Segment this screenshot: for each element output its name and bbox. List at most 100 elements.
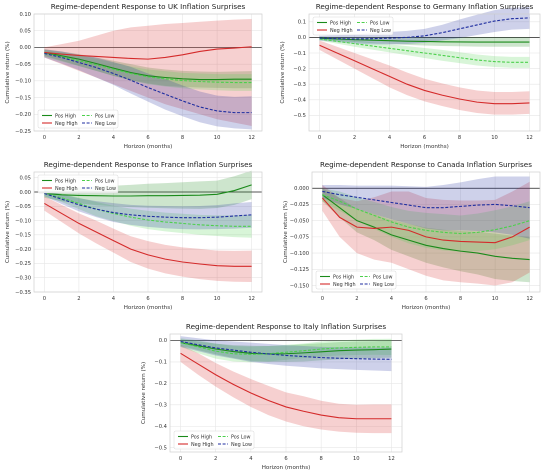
chart-2-legend-label-neg-low: Neg Low (95, 186, 116, 192)
chart-2-ytick-label: −0.35 (15, 290, 31, 296)
chart-2-frame (33, 171, 263, 293)
chart-4-xtick-label: 6 (284, 456, 287, 462)
chart-3-xtick-label: 2 (355, 296, 358, 302)
chart-0-ytick-label: −0.20 (15, 112, 31, 118)
chart-2-xtick-label: 0 (43, 296, 46, 302)
chart-4-frame (169, 333, 403, 453)
chart-2-band-neg-high (44, 196, 252, 282)
chart-3-band-neg-high (322, 181, 530, 286)
chart-1-xtick-label: 10 (491, 135, 498, 141)
chart-1-ytick-label: 0.0 (298, 35, 306, 41)
chart-4-ytick-label: 0.0 (159, 338, 167, 344)
chart-0-band-neg-low (44, 49, 252, 130)
chart-1-legend-label-neg-low: Neg Low (370, 28, 391, 34)
chart-2-xtick-label: 4 (112, 296, 116, 302)
chart-1-xlabel: Horizon (months) (400, 144, 449, 150)
chart-4-xtick-label: 2 (214, 456, 217, 462)
chart-1-frame (308, 13, 541, 132)
chart-3-ytick-label: −0.150 (290, 283, 309, 289)
chart-3-xlabel: Horizon (months) (402, 305, 451, 311)
chart-3-ytick-label: −0.075 (290, 235, 309, 241)
chart-2-ytick-label: −0.15 (15, 233, 31, 239)
chart-3-ytick-label: −0.100 (290, 251, 309, 257)
chart-0-frame (33, 13, 263, 132)
chart-4-xlabel: Horizon (months) (262, 465, 311, 471)
chart-1-xtick-label: 0 (318, 135, 321, 141)
chart-2-xtick-label: 6 (146, 296, 149, 302)
chart-2-legend-label-pos-high: Pos High (55, 178, 76, 184)
chart-3-ylabel: Cumulative return (%) (283, 201, 289, 263)
chart-0-title: Regime-dependent Response to UK Inflatio… (51, 2, 246, 11)
chart-2-title: Regime-dependent Response to France Infl… (44, 160, 253, 169)
chart-1-ytick-label: −0.1 (293, 51, 306, 57)
chart-2-band-pos-low (44, 190, 252, 238)
chart-4-ylabel: Cumulative return (%) (141, 362, 147, 424)
chart-2-band-neg-low (44, 190, 252, 230)
chart-4-ytick-label: −0.1 (154, 360, 167, 366)
chart-2-xtick-label: 12 (248, 296, 255, 302)
chart-4-ytick-label: −0.5 (154, 446, 167, 452)
chart-3-ytick-label: 0.000 (294, 186, 309, 192)
chart-1-legend-label-pos-low: Pos Low (370, 20, 390, 26)
chart-2-ytick-label: 0.00 (19, 190, 31, 196)
chart-2-xlabel: Horizon (months) (124, 305, 173, 311)
chart-3-legend (315, 270, 397, 290)
chart-4-xtick-label: 12 (388, 456, 395, 462)
chart-3-xtick-label: 10 (492, 296, 499, 302)
chart-2-legend-label-pos-low: Pos Low (95, 178, 115, 184)
chart-2-xtick-label: 8 (181, 296, 184, 302)
chart-0-legend (37, 109, 119, 129)
chart-0-xtick-label: 6 (146, 135, 149, 141)
chart-3-ytick-label: −0.125 (290, 267, 309, 273)
chart-4-legend-label-neg-high: Neg High (191, 442, 214, 448)
chart-4-legend (173, 430, 255, 450)
chart-italy: 0 2 4 6 8 10 12 0.0 −0.1 −0.2 −0.3 −0.4 −0.5 Regime-d… (141, 322, 403, 471)
chart-4-legend-label-neg-low: Neg Low (231, 442, 252, 448)
chart-4-band-pos-high (180, 339, 392, 362)
chart-4-ytick-label: −0.4 (154, 424, 167, 430)
chart-3-ytick-label: −0.025 (290, 202, 309, 208)
chart-0-ytick-label: −0.25 (15, 129, 31, 135)
chart-0-xtick-label: 2 (77, 135, 80, 141)
chart-3-xtick-label: 6 (424, 296, 427, 302)
chart-0-legend-label-pos-low: Pos Low (95, 113, 115, 119)
chart-3-xtick-label: 12 (526, 296, 533, 302)
chart-0-xtick-label: 8 (181, 135, 184, 141)
chart-germany: 0 2 4 6 8 10 12 0.1 0.0 −0.1 −0.2 −0.3 −0.4 −0.5 Regim… (280, 2, 541, 150)
chart-2-ytick-label: −0.25 (15, 261, 31, 267)
chart-0-ytick-label: 0.10 (19, 12, 31, 18)
chart-uk: 0 2 4 6 8 10 12 0.10 0.05 0.00 −0.05 −0.10 −0.15 −0.2… (5, 2, 263, 150)
chart-3-legend-label-pos-high: Pos High (333, 274, 354, 280)
chart-1-xtick-label: 12 (526, 135, 533, 141)
chart-4-legend-label-pos-high: Pos High (191, 434, 212, 440)
chart-2-ytick-label: 0.05 (19, 176, 31, 182)
chart-1-xtick-label: 2 (353, 135, 356, 141)
chart-4-title: Regime-dependent Response to Italy Infla… (186, 322, 386, 331)
chart-0-legend-label-neg-high: Neg High (55, 121, 78, 127)
chart-0-ylabel: Cumulative return (%) (5, 41, 11, 103)
chart-1-legend (312, 16, 394, 36)
chart-3-ytick-label: −0.050 (290, 218, 309, 224)
chart-1-ytick-label: −0.5 (293, 113, 306, 119)
chart-3-frame (311, 171, 541, 293)
chart-0-band-pos-high (44, 49, 252, 89)
chart-2-ytick-label: −0.30 (15, 276, 31, 282)
chart-0-ytick-label: 0.05 (19, 29, 31, 35)
chart-1-ytick-label: −0.3 (293, 82, 306, 88)
chart-0-xtick-label: 12 (248, 135, 255, 141)
chart-4-band-neg-high (180, 344, 392, 434)
chart-2-ytick-label: −0.20 (15, 247, 31, 253)
chart-1-ytick-label: −0.4 (293, 98, 306, 104)
chart-0-xtick-label: 4 (112, 135, 116, 141)
chart-2-xtick-label: 2 (77, 296, 80, 302)
chart-3-xtick-label: 0 (321, 296, 324, 302)
chart-1-xtick-label: 4 (388, 135, 392, 141)
chart-1-title: Regime-dependent Response to Germany Inf… (316, 2, 534, 11)
chart-4-xtick-label: 8 (319, 456, 322, 462)
chart-2-ytick-label: −0.10 (15, 218, 31, 224)
chart-0-ytick-label: −0.05 (15, 62, 31, 68)
chart-1-legend-label-neg-high: Neg High (330, 28, 353, 34)
chart-0-band-pos-low (44, 50, 252, 91)
chart-0-xlabel: Horizon (months) (124, 144, 173, 150)
